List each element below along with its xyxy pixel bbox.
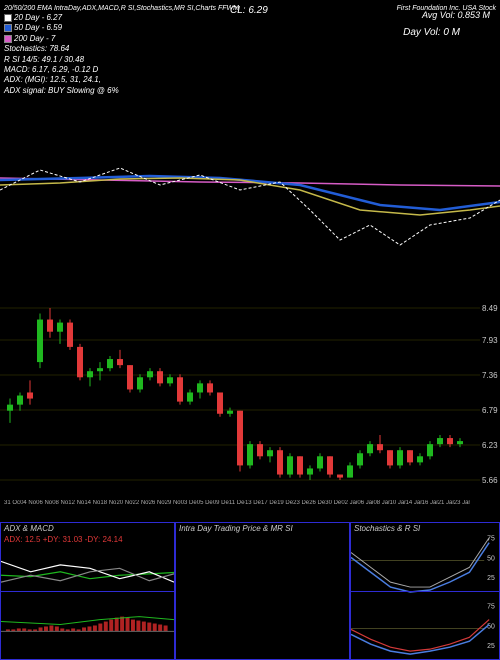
date-tick: 08 Jan bbox=[373, 500, 389, 520]
chart-title-left: 20/50/200 EMA IntraDay,ADX,MACD,R SI,Sto… bbox=[4, 4, 239, 13]
date-tick: 03 Dec bbox=[181, 500, 197, 520]
date-tick: 20 Nov bbox=[116, 500, 132, 520]
date-tick: 08 Nov bbox=[52, 500, 68, 520]
indicator-line: R SI 14/5: 49.1 / 30.48 bbox=[4, 55, 496, 65]
date-tick: 09 Dec bbox=[213, 500, 229, 520]
date-tick: 23 Jan bbox=[454, 500, 470, 520]
adx-macd-title: ADX & MACD bbox=[4, 524, 54, 533]
date-tick: 06 Jan bbox=[357, 500, 373, 520]
svg-text:7.36: 7.36 bbox=[482, 371, 498, 380]
stochastics-panel: Stochastics & R SI 757550502525 bbox=[350, 522, 500, 660]
day-vol-label: Day Vol: 0 M bbox=[403, 26, 460, 39]
bottom-panels: ADX & MACD ADX: 12.5 +DY: 31.03 -DY: 24.… bbox=[0, 522, 500, 660]
date-tick: 31 Oct bbox=[4, 500, 20, 520]
date-tick: 14 Nov bbox=[84, 500, 100, 520]
date-tick: 13 Dec bbox=[245, 500, 261, 520]
intraday-panel: Intra Day Trading Price & MR SI bbox=[175, 522, 350, 660]
avg-vol-label: Avg Vol: 0.853 M bbox=[422, 10, 490, 22]
date-tick: 26 Dec bbox=[309, 500, 325, 520]
indicator-line: ADX: (MGI): 12.5, 31, 24.1, bbox=[4, 75, 496, 85]
date-tick: 16 Jan bbox=[422, 500, 438, 520]
date-tick: 11 Dec bbox=[229, 500, 245, 520]
svg-text:75: 75 bbox=[487, 604, 495, 611]
date-tick: 23 Dec bbox=[293, 500, 309, 520]
date-tick: 29 Nov bbox=[165, 500, 181, 520]
date-tick: 02 Jan bbox=[341, 500, 357, 520]
date-tick: 14 Jan bbox=[406, 500, 422, 520]
date-tick: 12 Nov bbox=[68, 500, 84, 520]
date-tick: 26 Nov bbox=[149, 500, 165, 520]
date-tick: 10 Jan bbox=[390, 500, 406, 520]
close-price-label: CL: 6.29 bbox=[230, 4, 268, 17]
date-tick: 18 Nov bbox=[100, 500, 116, 520]
indicator-line: Stochastics: 78.64 bbox=[4, 44, 496, 54]
svg-text:5.66: 5.66 bbox=[482, 476, 498, 485]
date-tick: 30 Dec bbox=[325, 500, 341, 520]
header-panel: 20/50/200 EMA IntraDay,ADX,MACD,R SI,Sto… bbox=[0, 0, 500, 100]
date-axis: 31 Oct04 Nov06 Nov08 Nov12 Nov14 Nov18 N… bbox=[4, 500, 470, 520]
stochastics-title: Stochastics & R SI bbox=[354, 524, 420, 533]
date-tick: 22 Nov bbox=[133, 500, 149, 520]
date-tick: 17 Dec bbox=[261, 500, 277, 520]
date-tick: 19 Dec bbox=[277, 500, 293, 520]
indicator-readout: Stochastics: 78.64R SI 14/5: 49.1 / 30.4… bbox=[4, 44, 496, 96]
svg-text:7.93: 7.93 bbox=[482, 336, 498, 345]
svg-text:6.79: 6.79 bbox=[482, 406, 498, 415]
svg-text:50: 50 bbox=[487, 555, 495, 562]
date-tick: 21 Jan bbox=[438, 500, 454, 520]
adx-macd-panel: ADX & MACD ADX: 12.5 +DY: 31.03 -DY: 24.… bbox=[0, 522, 175, 660]
svg-text:6.23: 6.23 bbox=[482, 441, 498, 450]
date-tick: 05 Dec bbox=[197, 500, 213, 520]
adx-readout: ADX: 12.5 +DY: 31.03 -DY: 24.14 bbox=[4, 535, 123, 544]
date-tick: 06 Nov bbox=[36, 500, 52, 520]
svg-text:8.49: 8.49 bbox=[482, 304, 498, 313]
candlestick-chart: 8.49 7.93 7.36 6.79 6.23 5.66 bbox=[0, 300, 500, 500]
svg-text:25: 25 bbox=[487, 643, 495, 650]
svg-text:25: 25 bbox=[487, 575, 495, 582]
date-tick: 04 Nov bbox=[20, 500, 36, 520]
intraday-title: Intra Day Trading Price & MR SI bbox=[179, 524, 293, 533]
indicator-line: MACD: 6.17, 6.29, -0.12 D bbox=[4, 65, 496, 75]
main-ma-chart bbox=[0, 90, 500, 280]
